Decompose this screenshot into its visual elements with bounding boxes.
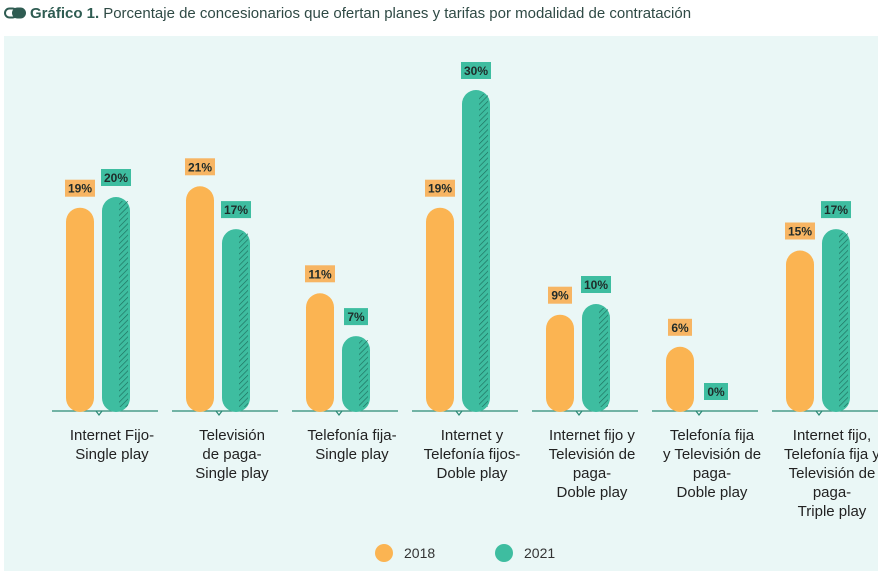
category-label-line: Telefonía fijos-: [424, 446, 521, 463]
category-label-line: Televisión de: [549, 446, 636, 463]
bar-hatch: [359, 340, 368, 407]
data-label-2018: 19%: [428, 182, 452, 196]
category-label-line: Single play: [195, 465, 269, 482]
bar-2018: [546, 315, 574, 412]
bar-2018: [306, 293, 334, 412]
data-label-2018: 9%: [551, 289, 569, 303]
data-label-2018: 11%: [308, 267, 332, 281]
bar-2018: [786, 251, 814, 413]
bar-chart: 19% 20% Internet Fijo- Single play 21% 17% Tel…: [4, 36, 878, 571]
chart-title-number: Gráfico 1.: [30, 5, 99, 22]
category-label: Internet fijo, Telefonía fija y Televisión…: [784, 427, 878, 520]
category-label-line: Telefonía fija y: [784, 446, 878, 463]
chart-panel: 19% 20% Internet Fijo- Single play 21% 17% Tel…: [4, 36, 878, 571]
bar-2018: [666, 347, 694, 412]
category-label: Internet Fijo- Single play: [70, 427, 154, 463]
bar-2018: [186, 186, 214, 412]
category-label-line: y Televisión de: [663, 446, 761, 463]
data-label-2018: 19%: [68, 182, 92, 196]
data-label-2021: 7%: [347, 310, 365, 324]
category-label-line: de paga-: [202, 446, 261, 463]
data-label-2021: 17%: [224, 203, 248, 217]
data-label-2021: 0%: [707, 385, 725, 399]
category-label-line: Televisión: [199, 427, 265, 444]
legend-label-2021: 2021: [524, 545, 555, 561]
bar-2018: [66, 208, 94, 412]
bar-hatch: [239, 233, 248, 407]
category-label-line: Internet y: [441, 427, 504, 444]
category-label-line: Doble play: [677, 484, 748, 501]
bar-hatch: [599, 308, 608, 407]
category-label-line: Telefonía fija: [670, 427, 755, 444]
data-label-2021: 30%: [464, 64, 488, 78]
data-label-2021: 20%: [104, 171, 128, 185]
category-label: Internet fijo y Televisión de paga- Doble p…: [549, 427, 636, 501]
category-label-line: Doble play: [557, 484, 628, 501]
chart-title-text: Porcentaje de concesionarios que ofertan…: [103, 5, 691, 22]
category-label-line: Single play: [75, 446, 149, 463]
data-label-2021: 10%: [584, 278, 608, 292]
category-label-line: Telefonía fija-: [307, 427, 396, 444]
bar-2018: [426, 208, 454, 412]
bar-hatch: [839, 233, 848, 407]
category-label: Telefonía fija- Single play: [307, 427, 396, 463]
chart-title: Gráfico 1. Porcentaje de concesionarios …: [4, 2, 691, 24]
category-label: Televisión de paga- Single play: [195, 427, 269, 482]
category-label-line: paga-: [573, 465, 611, 482]
category-label-line: Internet Fijo-: [70, 427, 154, 444]
category-label-line: Single play: [315, 446, 389, 463]
category-label-line: paga-: [813, 484, 851, 501]
category-label-line: Triple play: [798, 503, 867, 520]
category-label-line: Internet fijo y: [549, 427, 635, 444]
legend-label-2018: 2018: [404, 545, 435, 561]
category-label: Telefonía fija y Televisión de paga- Doble …: [663, 427, 761, 501]
data-label-2018: 15%: [788, 225, 812, 239]
link-icon: [4, 7, 26, 19]
bar-hatch: [479, 94, 488, 407]
data-label-2021: 17%: [824, 203, 848, 217]
category-label-line: paga-: [693, 465, 731, 482]
category-label-line: Internet fijo,: [793, 427, 871, 444]
data-label-2018: 21%: [188, 160, 212, 174]
category-label-line: Televisión de: [789, 465, 876, 482]
bar-hatch: [119, 201, 128, 407]
category-label-line: Doble play: [437, 465, 508, 482]
legend-marker-2021: [495, 544, 513, 562]
legend-marker-2018: [375, 544, 393, 562]
data-label-2018: 6%: [671, 321, 689, 335]
category-label: Internet y Telefonía fijos- Doble play: [424, 427, 521, 482]
